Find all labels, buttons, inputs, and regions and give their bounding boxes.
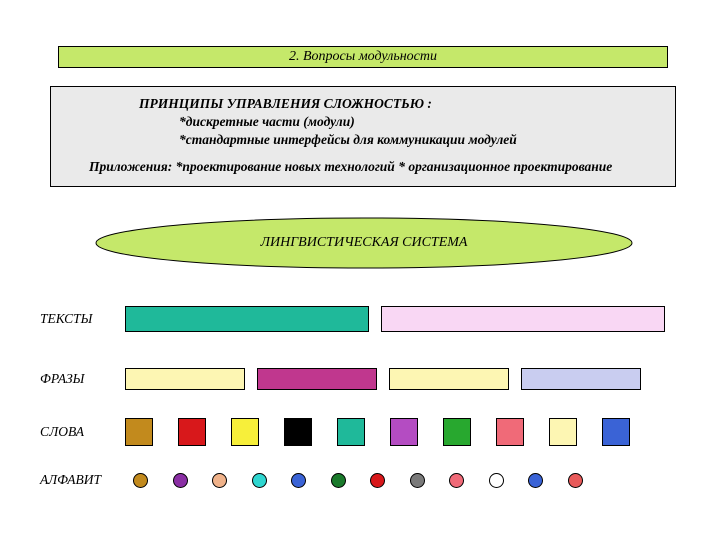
row-phrases: ФРАЗЫ — [40, 368, 680, 390]
label-words: СЛОВА — [40, 424, 125, 440]
alphabet-circle — [489, 473, 504, 488]
word-square — [390, 418, 418, 446]
row-words: СЛОВА — [40, 418, 680, 446]
title-banner: 2. Вопросы модульности — [58, 46, 668, 68]
alphabet-circle — [133, 473, 148, 488]
principles-applications: Приложения: *проектирование новых технол… — [89, 158, 657, 176]
principles-bullet-2: *стандартные интерфейсы для коммуникации… — [179, 131, 657, 149]
ellipse-label: ЛИНГВИСТИЧЕСКАЯ СИСТЕМА — [94, 216, 634, 270]
phrase-block — [389, 368, 509, 390]
word-square — [125, 418, 153, 446]
word-square — [231, 418, 259, 446]
alphabet-circle — [212, 473, 227, 488]
principles-heading: ПРИНЦИПЫ УПРАВЛЕНИЯ СЛОЖНОСТЬЮ : — [139, 95, 657, 113]
alphabet-circle — [370, 473, 385, 488]
row-texts: ТЕКСТЫ — [40, 306, 680, 332]
label-phrases: ФРАЗЫ — [40, 371, 125, 387]
phrase-block — [521, 368, 641, 390]
word-square — [496, 418, 524, 446]
blocks-phrases — [125, 368, 680, 390]
word-square — [443, 418, 471, 446]
alphabet-circle — [449, 473, 464, 488]
circles-alphabet — [125, 473, 680, 488]
text-block — [125, 306, 369, 332]
blocks-texts — [125, 306, 680, 332]
word-square — [337, 418, 365, 446]
title-text: 2. Вопросы модульности — [289, 49, 437, 64]
system-ellipse: ЛИНГВИСТИЧЕСКАЯ СИСТЕМА — [94, 216, 634, 270]
word-square — [602, 418, 630, 446]
principles-box: ПРИНЦИПЫ УПРАВЛЕНИЯ СЛОЖНОСТЬЮ : *дискре… — [50, 86, 676, 187]
alphabet-circle — [252, 473, 267, 488]
alphabet-circle — [528, 473, 543, 488]
word-square — [284, 418, 312, 446]
phrase-block — [125, 368, 245, 390]
blocks-words — [125, 418, 680, 446]
alphabet-circle — [173, 473, 188, 488]
phrase-block — [257, 368, 377, 390]
word-square — [549, 418, 577, 446]
word-square — [178, 418, 206, 446]
row-alphabet: АЛФАВИТ — [40, 472, 680, 488]
label-alphabet: АЛФАВИТ — [40, 472, 125, 488]
text-block — [381, 306, 665, 332]
label-texts: ТЕКСТЫ — [40, 311, 125, 327]
alphabet-circle — [291, 473, 306, 488]
principles-bullet-1: *дискретные части (модули) — [179, 113, 657, 131]
alphabet-circle — [331, 473, 346, 488]
alphabet-circle — [568, 473, 583, 488]
alphabet-circle — [410, 473, 425, 488]
